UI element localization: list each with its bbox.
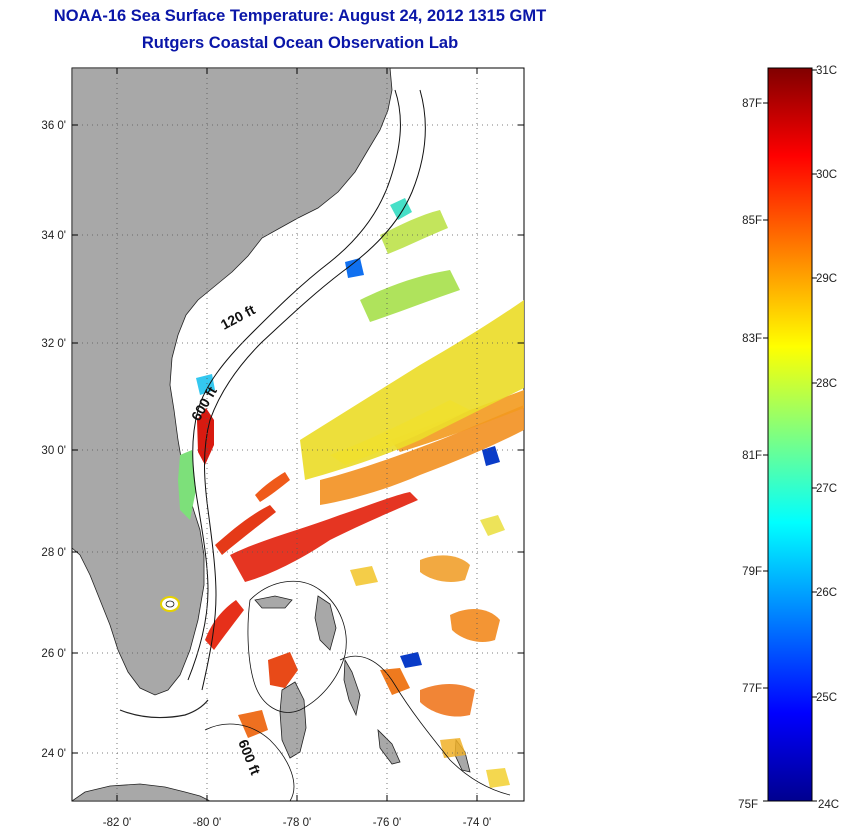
colorbar-c-label: 24C [818, 799, 839, 811]
y-tick-label: 24 0' [41, 748, 66, 760]
y-tick-label: 32 0' [41, 338, 66, 350]
x-tick-label: -82 0' [103, 817, 131, 829]
colorbar-f-label: 87F [742, 98, 762, 110]
y-tick-label: 26 0' [41, 648, 66, 660]
colorbar-c-label: 30C [816, 169, 837, 181]
land-abaco [314, 595, 337, 651]
land-grand-bahama [254, 595, 293, 609]
x-tick-label: -74 0' [463, 817, 491, 829]
contour-600ft [201, 89, 426, 691]
y-tick-label: 36 0' [41, 120, 66, 132]
x-tick-label: -78 0' [283, 817, 311, 829]
land-andros [279, 681, 307, 759]
land-exuma [377, 728, 401, 765]
colorbar-f-label: 81F [742, 450, 762, 462]
map-subtitle: Rutgers Coastal Ocean Observation Lab [141, 34, 459, 52]
contour-120ft [187, 89, 401, 681]
colorbar-c-label: 28C [816, 378, 837, 390]
x-tick-label: -80 0' [193, 817, 221, 829]
land-eleuthera [343, 658, 361, 717]
sst-data-layer [178, 198, 524, 788]
land-us-southeast [72, 68, 393, 696]
map-gridlines [72, 68, 524, 801]
colorbar-c-label: 26C [816, 587, 837, 599]
colorbar-f-label: 85F [742, 215, 762, 227]
x-tick-label: -76 0' [373, 817, 401, 829]
florida-keys [119, 699, 209, 719]
colorbar-c-label: 27C [816, 483, 837, 495]
colorbar-c-label: 31C [816, 65, 837, 77]
y-tick-label: 30 0' [41, 445, 66, 457]
y-axis-labels: 36 0' 34 0' 32 0' 30 0' 28 0' 26 0' 24 0… [41, 120, 66, 760]
map-title: NOAA-16 Sea Surface Temperature: August … [53, 7, 547, 25]
colorbar-c-label: 25C [816, 692, 837, 704]
temperature-colorbar: 31C 30C 29C 28C 27C 26C 25C 24C 87F 85F … [738, 65, 839, 811]
colorbar-gradient [767, 67, 813, 802]
axis-ticks [72, 68, 524, 801]
colorbar-f-label: 77F [742, 683, 762, 695]
y-tick-label: 28 0' [41, 547, 66, 559]
colorbar-f-label: 75F [738, 799, 758, 811]
colorbar-c-label: 29C [816, 273, 837, 285]
colorbar-f-label: 83F [742, 333, 762, 345]
x-axis-labels: -82 0' -80 0' -78 0' -76 0' -74 0' [103, 817, 491, 829]
colorbar-f-label: 79F [742, 566, 762, 578]
y-tick-label: 34 0' [41, 230, 66, 242]
